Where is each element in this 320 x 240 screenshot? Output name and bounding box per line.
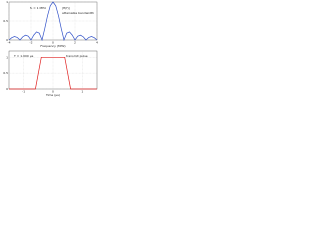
y-tick-label: 1 xyxy=(6,55,8,59)
y-tick-label: 0 xyxy=(6,87,8,91)
annotation: T = 1.000 μs xyxy=(13,54,34,58)
series-line xyxy=(8,1,98,42)
x-axis-label: Frequency (MHz) xyxy=(40,44,65,48)
x-tick-label: 1 xyxy=(81,90,83,94)
y-tick-label: 0.5 xyxy=(3,19,8,23)
x-tick-label: 0 xyxy=(52,90,54,94)
x-axis-label: Time (μs) xyxy=(45,93,60,97)
x-tick-label: -1 xyxy=(22,90,25,94)
x-tick-label: -4 xyxy=(8,41,11,45)
x-tick-label: 0 xyxy=(52,41,54,45)
annotation: transmit pulse xyxy=(66,54,88,58)
x-tick-label: 4 xyxy=(96,41,98,45)
y-tick-label: 0 xyxy=(6,38,8,42)
figure: 0 0.5 1 -4 -2 0 2 4 Frequency (MHz) f₀ = 1 MHz |H(… xyxy=(3,0,98,97)
annotation: attainable bandwidth xyxy=(62,11,94,15)
x-tick-label: -2 xyxy=(30,41,33,45)
y-tick-label: 1 xyxy=(6,0,8,4)
series-line xyxy=(9,56,97,90)
page: 0 0.5 1 -4 -2 0 2 4 Frequency (MHz) f₀ = 1 MHz |H(… xyxy=(0,0,320,98)
y-tick-label: 0.5 xyxy=(3,71,8,75)
x-tick-label: 2 xyxy=(74,41,76,45)
annotation: f₀ = 1 MHz xyxy=(30,6,46,10)
annotation: |H(f)| xyxy=(62,6,70,10)
